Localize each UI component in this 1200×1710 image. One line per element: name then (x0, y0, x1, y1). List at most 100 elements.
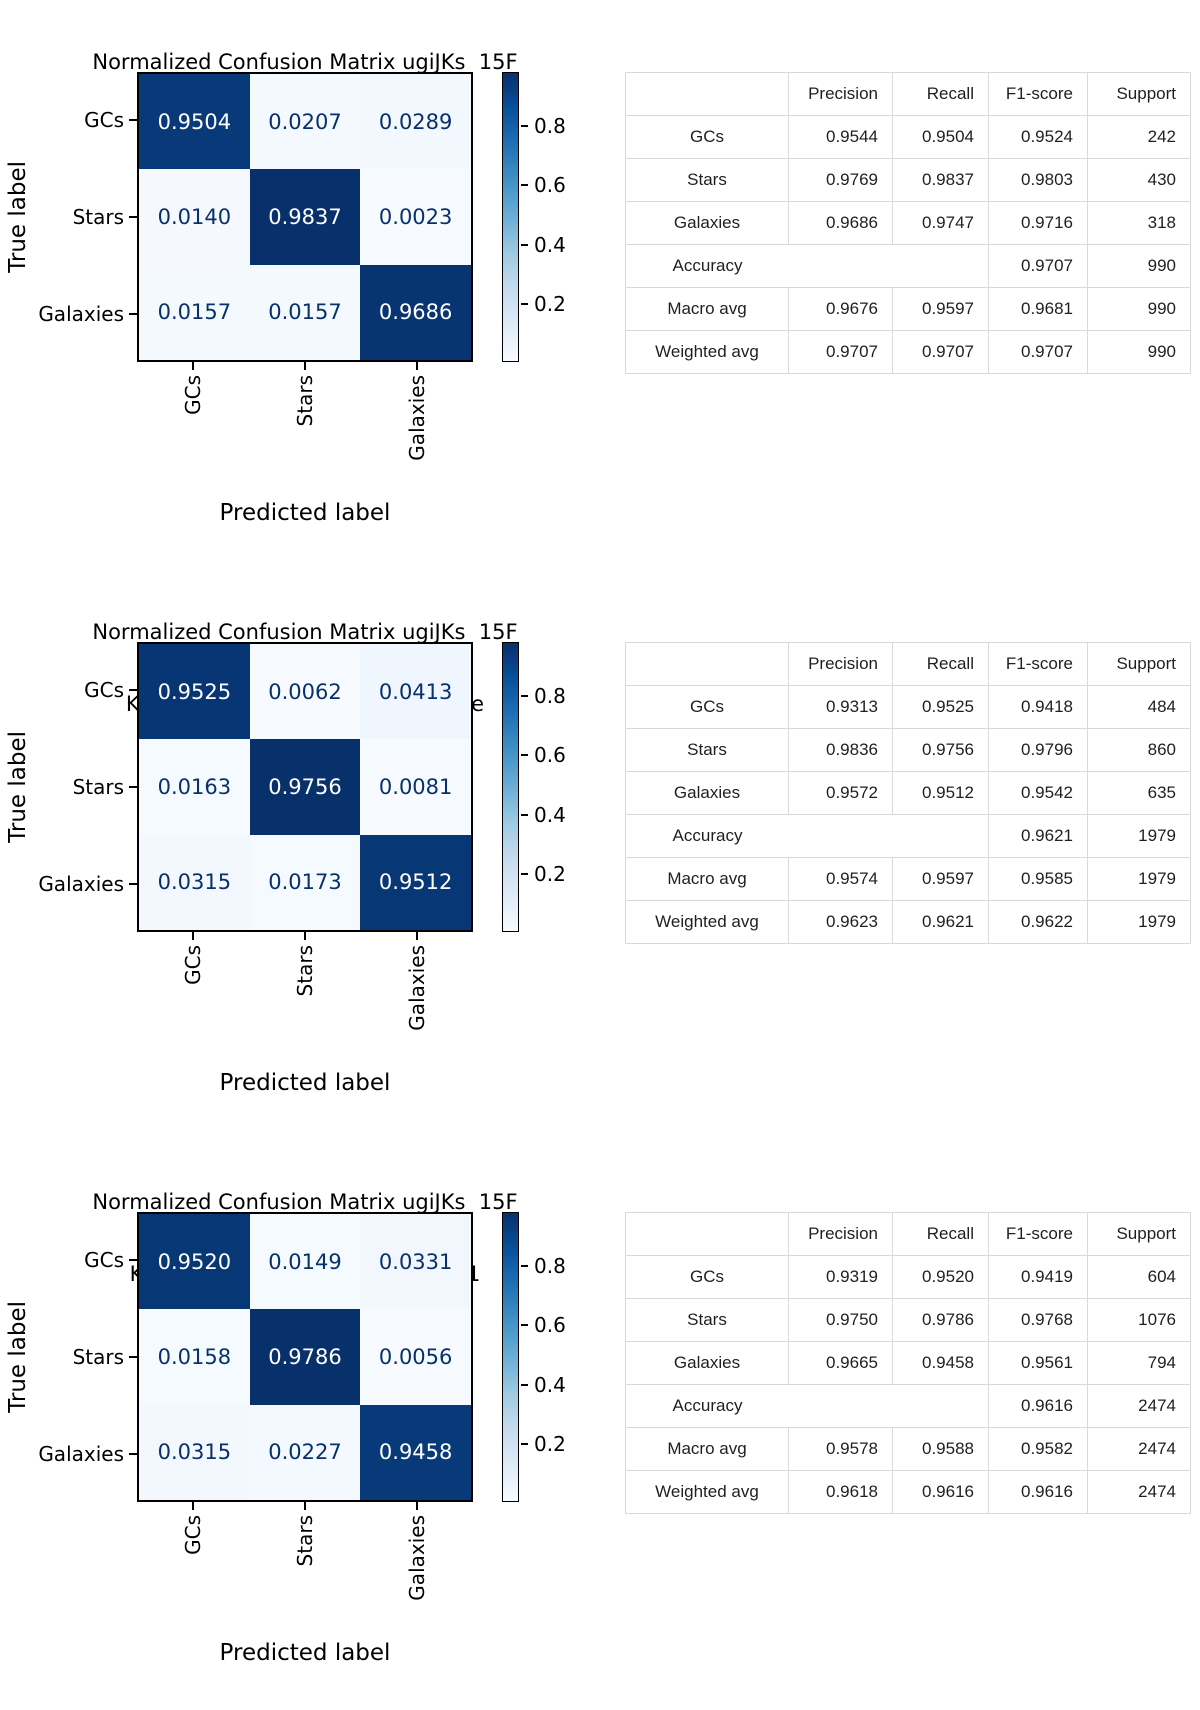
heatmap-grid: 0.9525 0.0062 0.0413 0.0163 0.9756 0.008… (137, 642, 473, 932)
tick-mark (304, 362, 306, 370)
table-row-macro-avg: Macro avg 0.9574 0.9597 0.9585 1979 (625, 857, 1191, 901)
y-tick: Galaxies (0, 265, 137, 362)
y-tick-label: Galaxies (38, 301, 124, 326)
f1-value: 0.9616 (988, 1470, 1088, 1514)
f1-value: 0.9561 (988, 1341, 1088, 1385)
table-header-row: Precision Recall F1-score Support (625, 72, 1191, 116)
matrix-cell: 0.9458 (360, 1404, 471, 1500)
recall-value: 0.9458 (892, 1341, 989, 1385)
y-tick-label: Stars (72, 775, 124, 799)
classification-report-table: Precision Recall F1-score Support GCs 0.… (625, 1212, 1191, 1514)
classification-report-table: Precision Recall F1-score Support GCs 0.… (625, 72, 1191, 374)
colorbar-tick-label: 0.6 (534, 1313, 566, 1338)
table-header-row: Precision Recall F1-score Support (625, 1212, 1191, 1256)
matrix-cell: 0.9786 (249, 1309, 361, 1405)
x-tick-label: Stars (293, 1515, 317, 1567)
support-value: 990 (1087, 330, 1191, 374)
tick-mark (192, 932, 194, 940)
colorbar-tick: 0.8 (521, 684, 566, 708)
colorbar-tick-label: 0.6 (534, 743, 566, 768)
tick-mark (521, 1442, 528, 1445)
x-axis-ticks: GCs Stars Galaxies (137, 932, 473, 1031)
support-value: 242 (1087, 115, 1191, 159)
recall-value: 0.9707 (892, 330, 989, 374)
table-row-weighted-avg: Weighted avg 0.9618 0.9616 0.9616 2474 (625, 1470, 1191, 1514)
x-tick: GCs (181, 1502, 205, 1601)
table-header-f1-score: F1-score (988, 72, 1088, 116)
matrix-cell: 0.9525 (139, 644, 250, 740)
table-header-f1-score: F1-score (988, 1212, 1088, 1256)
matrix-cell: 0.9504 (139, 74, 250, 170)
f1-value: 0.9582 (988, 1427, 1088, 1471)
colorbar-tick: 0.2 (521, 1432, 566, 1456)
recall-value: 0.9747 (892, 201, 989, 245)
y-tick-label: Galaxies (38, 1441, 124, 1466)
tick-mark (416, 362, 418, 370)
accuracy-label-text: Accuracy (672, 1396, 743, 1415)
tick-mark (521, 184, 528, 187)
precision-value: 0.9544 (788, 115, 893, 159)
precision-value: 0.9665 (788, 1341, 893, 1385)
matrix-cell: 0.0056 (360, 1309, 471, 1405)
f1-value: 0.9803 (988, 158, 1088, 202)
tick-mark (521, 125, 528, 128)
colorbar-gradient (502, 1212, 519, 1502)
x-tick-label: GCs (181, 1515, 205, 1555)
table-header-support: Support (1087, 1212, 1191, 1256)
precision-value: 0.9707 (788, 330, 893, 374)
matrix-cell: 0.0173 (249, 834, 361, 930)
tick-mark (304, 932, 306, 940)
table-row-accuracy: Accuracy 0.9707 990 (625, 244, 1191, 288)
colorbar-tick: 0.4 (521, 233, 566, 257)
matrix-cell: 0.0081 (360, 739, 471, 835)
tick-mark (192, 1502, 194, 1510)
precision-value: 0.9686 (788, 201, 893, 245)
tick-mark (129, 786, 137, 788)
tick-mark (521, 1324, 528, 1327)
support-value: 604 (1087, 1255, 1191, 1299)
row-label: Stars (625, 158, 789, 202)
colorbar-tick-label: 0.6 (534, 173, 566, 198)
table-row-stars: Stars 0.9769 0.9837 0.9803 430 (625, 158, 1191, 202)
tick-mark (129, 1259, 137, 1262)
table-row-accuracy: Accuracy 0.9621 1979 (625, 814, 1191, 858)
support-value: 794 (1087, 1341, 1191, 1385)
tick-mark (521, 695, 528, 698)
x-tick: Stars (293, 1502, 317, 1601)
f1-value: 0.9621 (988, 814, 1088, 858)
table-header-empty (625, 1212, 789, 1256)
x-tick: Galaxies (405, 1502, 429, 1601)
heatmap-grid: 0.9504 0.0207 0.0289 0.0140 0.9837 0.002… (137, 72, 473, 362)
tick-mark (521, 813, 528, 816)
tick-mark (521, 872, 528, 875)
precision-value: 0.9623 (788, 900, 893, 944)
table-row-galaxies: Galaxies 0.9572 0.9512 0.9542 635 (625, 771, 1191, 815)
x-tick-label: Galaxies (405, 375, 429, 461)
tick-mark (521, 1265, 528, 1268)
chart-title-line-1: Normalized Confusion Matrix ugiJKs 15F (92, 1190, 518, 1214)
precision-value: 0.9618 (788, 1470, 893, 1514)
support-value: 2474 (1087, 1384, 1191, 1428)
matrix-cell: 0.0227 (249, 1404, 361, 1500)
x-tick-label: GCs (181, 945, 205, 985)
colorbar-tick: 0.6 (521, 1313, 566, 1337)
row-label: Macro avg (625, 287, 789, 331)
matrix-cell: 0.0413 (360, 644, 471, 740)
colorbar-gradient (502, 72, 519, 362)
matrix-cell: 0.0163 (139, 739, 250, 835)
table-header-empty (625, 72, 789, 116)
colorbar-tick-label: 0.4 (534, 1372, 566, 1397)
table-row-weighted-avg: Weighted avg 0.9623 0.9621 0.9622 1979 (625, 900, 1191, 944)
support-value: 860 (1087, 728, 1191, 772)
x-tick-label: Stars (293, 375, 317, 427)
row-label: GCs (625, 115, 789, 159)
support-value: 430 (1087, 158, 1191, 202)
f1-value: 0.9681 (988, 287, 1088, 331)
matrix-cell: 0.0315 (139, 1404, 250, 1500)
precision-value: 0.9836 (788, 728, 893, 772)
f1-value: 0.9585 (988, 857, 1088, 901)
x-axis-ticks: GCs Stars Galaxies (137, 362, 473, 461)
recall-value: 0.9588 (892, 1427, 989, 1471)
row-label: GCs (625, 685, 789, 729)
